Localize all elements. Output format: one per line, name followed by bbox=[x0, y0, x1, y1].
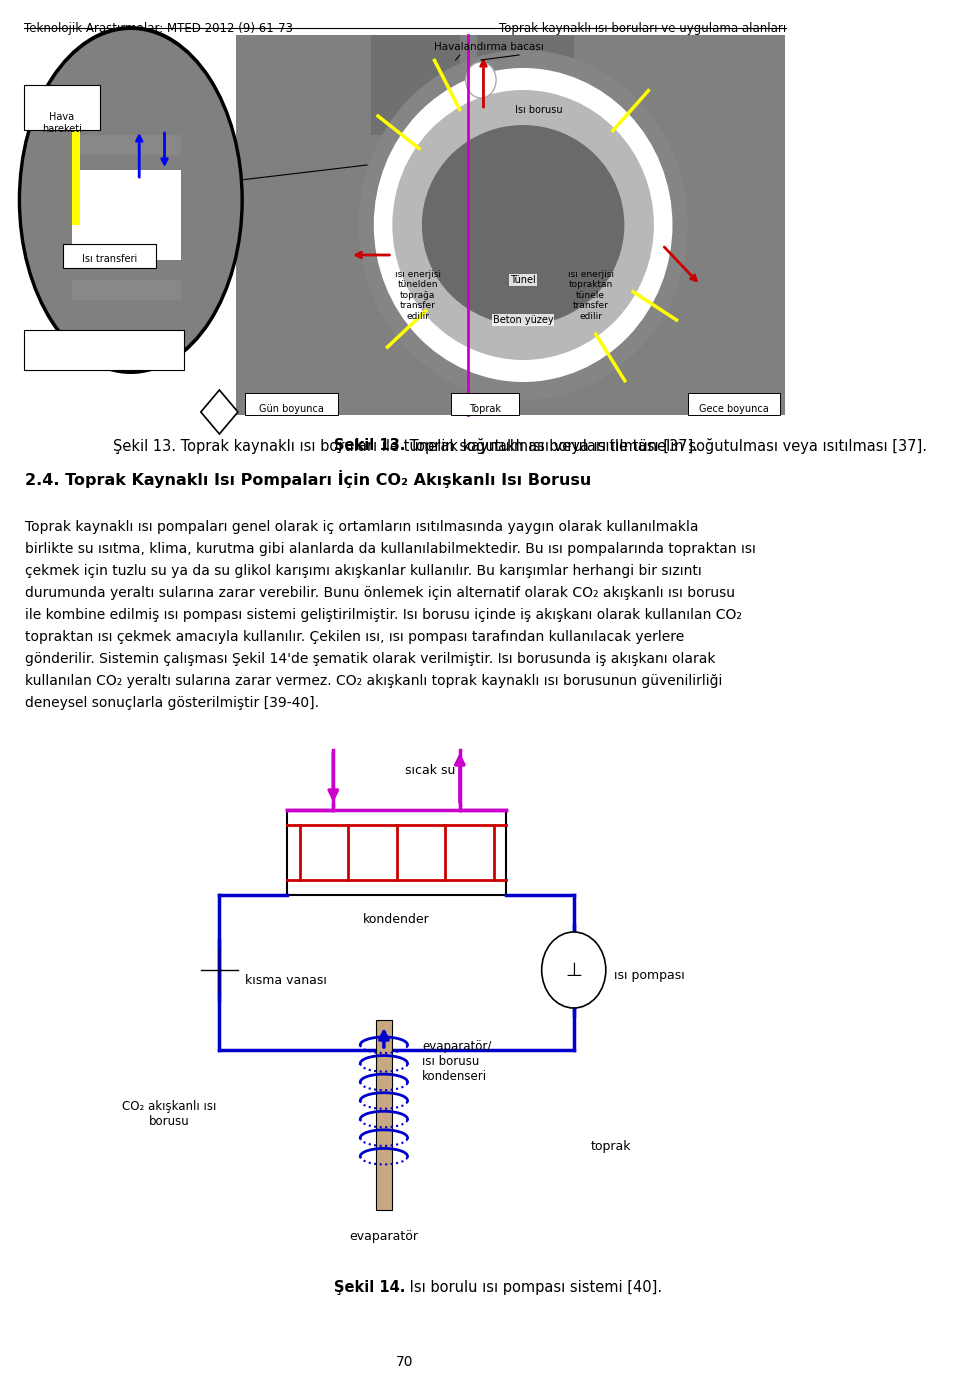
Text: Teknolojik Araştırmalar: MTED 2012 (9) 61-73: Teknolojik Araştırmalar: MTED 2012 (9) 6… bbox=[24, 22, 293, 35]
Text: CO₂ akışkanlı ısı
borusu: CO₂ akışkanlı ısı borusu bbox=[122, 1100, 216, 1128]
FancyBboxPatch shape bbox=[24, 330, 184, 370]
Text: ısı pompası: ısı pompası bbox=[614, 969, 685, 981]
Text: kısma vanası: kısma vanası bbox=[245, 973, 326, 987]
Text: Toprak kaynaklı ısı boruları ve uygulama alanları: Toprak kaynaklı ısı boruları ve uygulama… bbox=[499, 22, 786, 35]
Text: Toprak kaynaklı ısı boruları ile tünelin soğutulması veya ısıtılması [37].: Toprak kaynaklı ısı boruları ile tünelin… bbox=[405, 438, 927, 455]
Text: kullanılan CO₂ yeraltı sularına zarar vermez. CO₂ akışkanlı toprak kaynaklı ısı : kullanılan CO₂ yeraltı sularına zarar ve… bbox=[25, 674, 723, 688]
Text: evaparatör: evaparatör bbox=[349, 1230, 419, 1242]
FancyBboxPatch shape bbox=[451, 392, 519, 415]
FancyBboxPatch shape bbox=[245, 392, 338, 415]
Text: ısı enerjisi
topraktan
tünele
transfer
edilir: ısı enerjisi topraktan tünele transfer e… bbox=[567, 269, 613, 321]
Ellipse shape bbox=[21, 30, 240, 370]
FancyBboxPatch shape bbox=[63, 245, 156, 268]
Bar bbox=[376, 1020, 392, 1211]
Bar bbox=[236, 35, 784, 415]
Text: birlikte su ısıtma, klima, kurutma gibi alanlarda da kullanılabilmektedir. Bu ıs: birlikte su ısıtma, klima, kurutma gibi … bbox=[25, 542, 756, 556]
Ellipse shape bbox=[421, 124, 624, 325]
Bar bbox=[287, 810, 506, 896]
Bar bbox=[477, 35, 574, 135]
Text: Şekil 13. Toprak kaynaklı ısı boruları ile tünelin soğutulması veya ısıtılması [: Şekil 13. Toprak kaynaklı ısı boruları i… bbox=[112, 438, 698, 455]
Bar bbox=[72, 123, 80, 176]
Bar bbox=[72, 281, 181, 300]
Text: 2.4. Toprak Kaynaklı Isı Pompaları İçin CO₂ Akışkanlı Isı Borusu: 2.4. Toprak Kaynaklı Isı Pompaları İçin … bbox=[25, 470, 591, 488]
Ellipse shape bbox=[393, 90, 654, 359]
Bar bbox=[72, 135, 181, 155]
Circle shape bbox=[541, 931, 606, 1007]
Text: Isı transferi: Isı transferi bbox=[82, 254, 137, 264]
Ellipse shape bbox=[17, 26, 244, 375]
Text: deneysel sonuçlarla gösterilmiştir [39-40].: deneysel sonuçlarla gösterilmiştir [39-4… bbox=[25, 697, 320, 710]
Bar bbox=[72, 176, 80, 225]
Text: Havalandırma bacası: Havalandırma bacası bbox=[435, 41, 544, 53]
Text: Gece boyunca: Gece boyunca bbox=[699, 404, 769, 415]
Text: gönderilir. Sistemin çalışması Şekil 14'de şematik olarak verilmiştir. Isı borus: gönderilir. Sistemin çalışması Şekil 14'… bbox=[25, 652, 716, 666]
Text: Beton yüzey: Beton yüzey bbox=[492, 315, 553, 325]
Text: sıcak su: sıcak su bbox=[405, 763, 455, 777]
Text: çekmek için tuzlu su ya da su glikol karışımı akışkanlar kullanılır. Bu karışıml: çekmek için tuzlu su ya da su glikol kar… bbox=[25, 564, 702, 578]
Text: Hava
hareketi: Hava hareketi bbox=[41, 112, 82, 134]
FancyBboxPatch shape bbox=[24, 86, 100, 130]
Text: toprak: toprak bbox=[590, 1140, 631, 1153]
Text: Şekil 13.: Şekil 13. bbox=[334, 438, 405, 453]
Ellipse shape bbox=[373, 68, 672, 381]
Polygon shape bbox=[201, 390, 238, 434]
Bar bbox=[372, 35, 460, 135]
Text: kondender: kondender bbox=[363, 914, 430, 926]
Text: ısı enerjisi
tünelden
toprağa
transfer
edilir: ısı enerjisi tünelden toprağa transfer e… bbox=[395, 269, 441, 321]
Text: durumunda yeraltı sularına zarar verebilir. Bunu önlemek için alternatif olarak : durumunda yeraltı sularına zarar verebil… bbox=[25, 586, 735, 600]
Ellipse shape bbox=[359, 50, 687, 399]
Text: ile kombine edilmiş ısı pompası sistemi geliştirilmiştir. Isı borusu içinde iş a: ile kombine edilmiş ısı pompası sistemi … bbox=[25, 608, 742, 622]
Text: Isı borusu: Isı borusu bbox=[515, 105, 563, 115]
Text: Şekil 14.: Şekil 14. bbox=[334, 1280, 405, 1295]
Text: Isı borulu ısı pompası sistemi [40].: Isı borulu ısı pompası sistemi [40]. bbox=[405, 1280, 662, 1295]
Text: Gün boyunca: Gün boyunca bbox=[258, 404, 324, 415]
Circle shape bbox=[466, 62, 496, 98]
Text: 70: 70 bbox=[396, 1354, 414, 1370]
Text: ⊥: ⊥ bbox=[565, 960, 583, 980]
FancyBboxPatch shape bbox=[687, 392, 780, 415]
Text: Tünel: Tünel bbox=[511, 275, 536, 285]
Text: Toprak: Toprak bbox=[469, 404, 501, 415]
Text: evaparatör/
ısı borusu
kondenseri: evaparatör/ ısı borusu kondenseri bbox=[421, 1041, 492, 1083]
Bar bbox=[72, 170, 181, 260]
Text: Toprak kaynaklı ısı pompaları genel olarak iç ortamların ısıtılmasında yaygın ol: Toprak kaynaklı ısı pompaları genel olar… bbox=[25, 520, 699, 533]
Text: topraktan ısı çekmek amacıyla kullanılır. Çekilen ısı, ısı pompası tarafından ku: topraktan ısı çekmek amacıyla kullanılır… bbox=[25, 630, 684, 644]
